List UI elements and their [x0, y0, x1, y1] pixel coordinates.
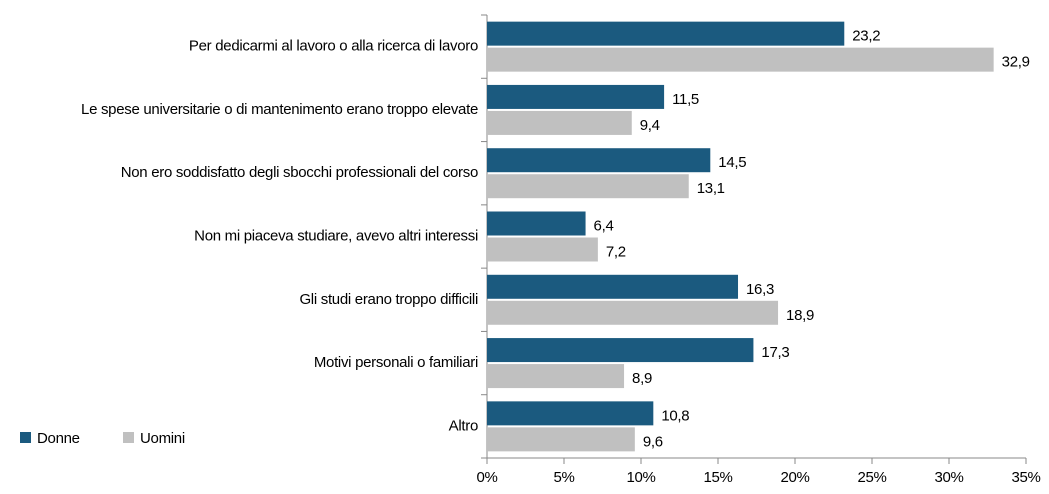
- x-tick-label: 10%: [626, 469, 655, 486]
- data-label: 8,9: [632, 370, 652, 387]
- data-label: 23,2: [852, 28, 880, 45]
- x-tick-label: 30%: [934, 469, 963, 486]
- data-label: 7,2: [606, 243, 626, 260]
- legend-label: Donne: [37, 430, 80, 447]
- legend-swatch: [20, 432, 31, 443]
- data-label: 14,5: [718, 154, 746, 171]
- bar: [487, 47, 994, 72]
- data-label: 9,6: [643, 433, 663, 450]
- bar: [487, 338, 754, 363]
- x-tick-label: 35%: [1011, 469, 1040, 486]
- data-label: 10,8: [661, 407, 689, 424]
- category-label: Non ero soddisfatto degli sbocchi profes…: [121, 164, 478, 181]
- bar: [487, 211, 586, 236]
- bar: [487, 401, 654, 426]
- data-label: 32,9: [1002, 54, 1030, 71]
- data-label: 13,1: [697, 180, 725, 197]
- bar: [487, 174, 689, 199]
- data-label: 18,9: [786, 307, 814, 324]
- bar: [487, 427, 635, 452]
- legend-label: Uomini: [140, 430, 185, 447]
- data-label: 17,3: [761, 344, 789, 361]
- x-tick-label: 15%: [703, 469, 732, 486]
- category-label: Le spese universitarie o di mantenimento…: [81, 101, 478, 118]
- category-label: Motivi personali o familiari: [314, 354, 478, 371]
- bar: [487, 274, 739, 299]
- data-label: 11,5: [672, 91, 699, 108]
- data-label: 9,4: [640, 117, 660, 134]
- x-tick-label: 20%: [780, 469, 809, 486]
- bar: [487, 110, 632, 135]
- legend-swatch: [123, 432, 134, 443]
- x-tick-label: 25%: [857, 469, 886, 486]
- category-label: Altro: [449, 417, 478, 434]
- bar: [487, 21, 845, 46]
- bar: [487, 300, 779, 325]
- x-tick-label: 5%: [553, 469, 574, 486]
- category-label: Gli studi erano troppo difficili: [299, 291, 478, 308]
- bar: [487, 237, 598, 262]
- category-label: Per dedicarmi al lavoro o alla ricerca d…: [189, 38, 478, 55]
- bar: [487, 148, 711, 173]
- bar: [487, 364, 625, 389]
- category-label: Non mi piaceva studiare, avevo altri int…: [194, 227, 478, 244]
- data-label: 6,4: [594, 217, 614, 234]
- x-tick-label: 0%: [476, 469, 497, 486]
- data-label: 16,3: [746, 281, 774, 298]
- bar: [487, 84, 665, 109]
